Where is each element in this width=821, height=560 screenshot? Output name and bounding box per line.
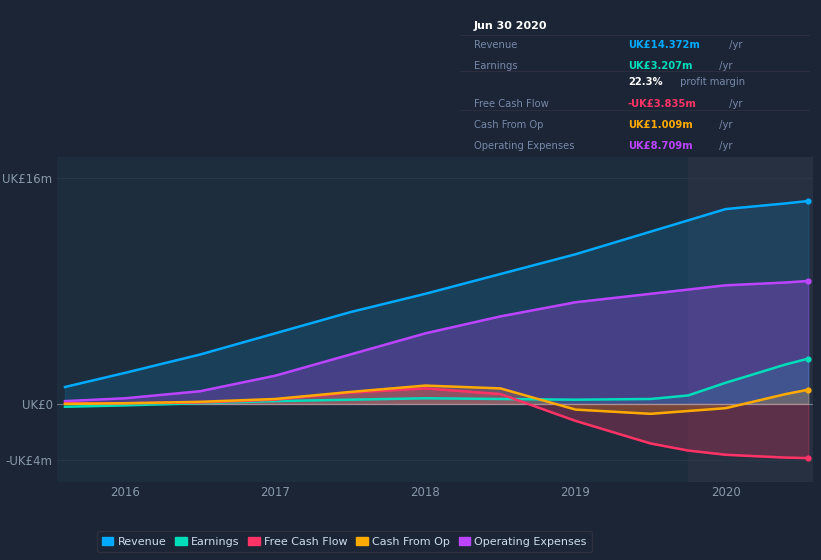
Text: UK£8.709m: UK£8.709m	[628, 141, 693, 151]
Legend: Revenue, Earnings, Free Cash Flow, Cash From Op, Operating Expenses: Revenue, Earnings, Free Cash Flow, Cash …	[97, 531, 592, 552]
Text: /yr: /yr	[716, 61, 732, 71]
Text: profit margin: profit margin	[677, 77, 745, 87]
Text: UK£14.372m: UK£14.372m	[628, 40, 699, 50]
Text: /yr: /yr	[726, 99, 742, 109]
Text: Revenue: Revenue	[474, 40, 517, 50]
Text: Free Cash Flow: Free Cash Flow	[474, 99, 548, 109]
Text: 22.3%: 22.3%	[628, 77, 663, 87]
Text: /yr: /yr	[726, 40, 742, 50]
Text: UK£3.207m: UK£3.207m	[628, 61, 692, 71]
Text: Cash From Op: Cash From Op	[474, 120, 544, 130]
Text: /yr: /yr	[716, 120, 732, 130]
Text: Earnings: Earnings	[474, 61, 517, 71]
Text: UK£1.009m: UK£1.009m	[628, 120, 693, 130]
Text: Jun 30 2020: Jun 30 2020	[474, 21, 548, 31]
Text: Operating Expenses: Operating Expenses	[474, 141, 575, 151]
Text: /yr: /yr	[716, 141, 732, 151]
Bar	[688, 157, 816, 482]
Text: -UK£3.835m: -UK£3.835m	[628, 99, 697, 109]
